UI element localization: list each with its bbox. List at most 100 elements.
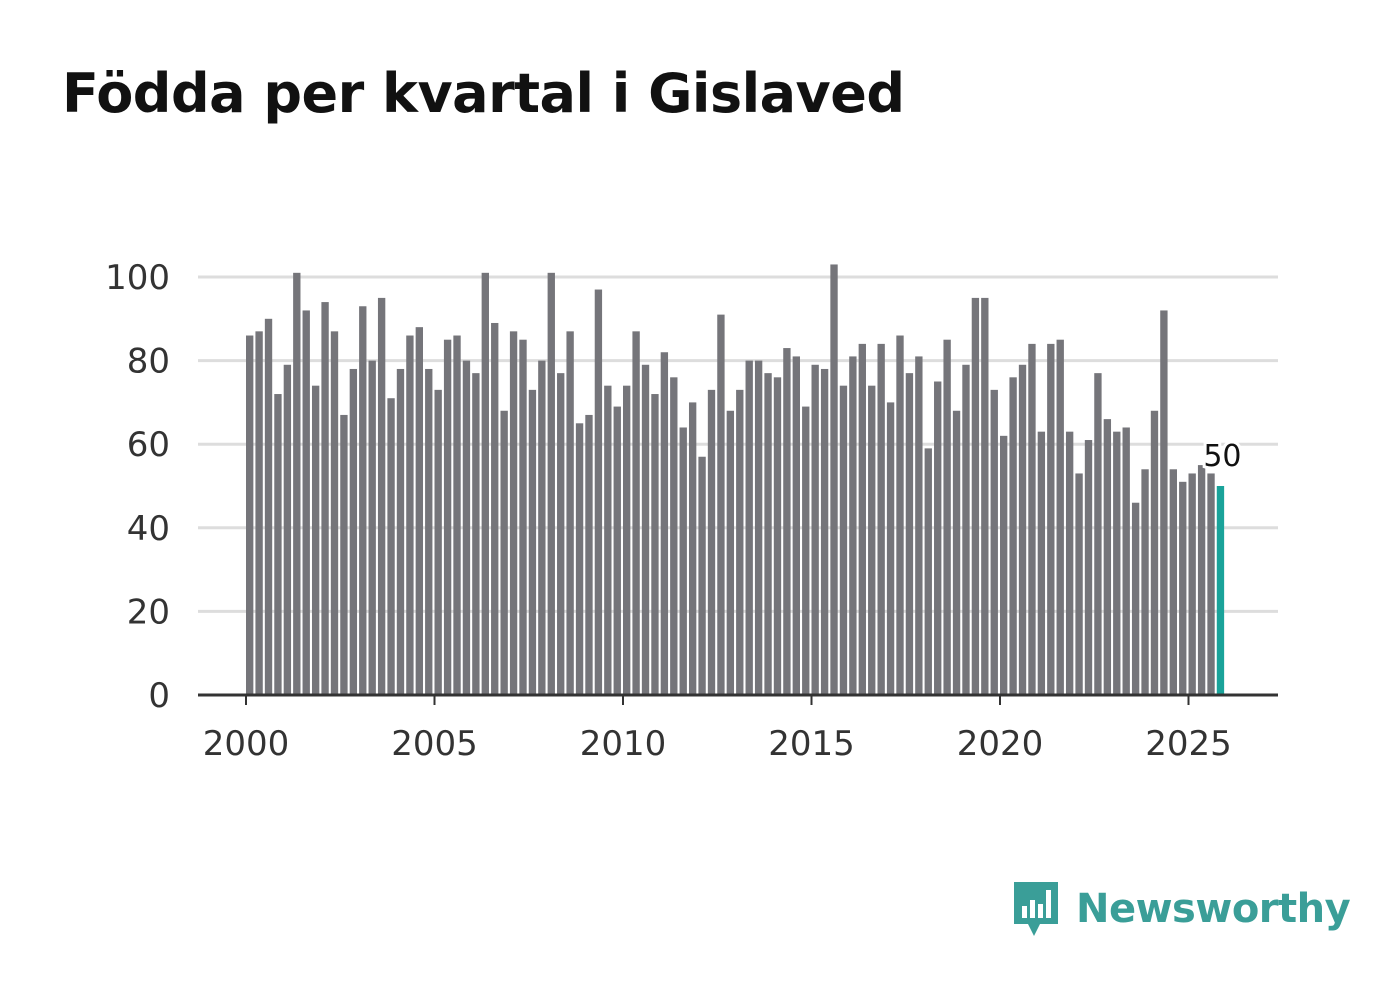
x-tick-label: 2020	[957, 724, 1044, 764]
bar	[613, 406, 621, 695]
data-label-latest: 50	[1203, 439, 1241, 474]
bar	[293, 272, 301, 695]
bar	[1103, 419, 1112, 695]
bar	[886, 402, 895, 695]
bar	[754, 360, 763, 695]
bar	[264, 318, 273, 695]
bar	[1122, 427, 1130, 695]
bar	[406, 335, 414, 695]
bar	[340, 414, 348, 695]
bar	[698, 456, 706, 695]
bar	[1028, 343, 1036, 695]
bar	[566, 331, 574, 695]
bar	[952, 410, 961, 695]
bar	[604, 385, 612, 695]
bar	[783, 348, 791, 695]
bar	[283, 364, 292, 695]
bar	[1018, 364, 1027, 695]
bar	[688, 402, 697, 695]
bar	[660, 352, 669, 695]
bar	[830, 264, 838, 695]
bar	[811, 364, 819, 695]
x-tick-label: 2010	[580, 724, 667, 764]
y-tick-label: 80	[127, 342, 170, 382]
bar	[1037, 431, 1046, 695]
bar	[1000, 435, 1008, 695]
bar	[538, 360, 546, 695]
bar	[736, 389, 744, 695]
bar	[462, 360, 471, 695]
bar	[905, 373, 914, 695]
x-tick-label: 2015	[768, 724, 855, 764]
y-tick-label: 60	[127, 425, 170, 465]
bar	[971, 297, 980, 695]
bar	[1094, 373, 1102, 695]
bar	[1179, 481, 1187, 695]
y-tick-label: 40	[127, 509, 170, 549]
chart-title: Födda per kvartal i Gislaved	[62, 62, 905, 125]
x-tick-label: 2025	[1145, 724, 1232, 764]
bar	[839, 385, 848, 695]
bar	[246, 335, 254, 695]
bar	[745, 360, 753, 695]
bar	[1160, 310, 1168, 695]
bar	[528, 389, 537, 695]
bar	[443, 339, 452, 695]
bar	[349, 368, 358, 695]
bar	[877, 343, 885, 695]
bar	[547, 272, 555, 695]
brand-logo[interactable]: Newsworthy	[1010, 878, 1351, 940]
bar-latest	[1216, 486, 1225, 695]
bar	[1056, 339, 1064, 695]
bar	[1113, 431, 1121, 695]
bar	[915, 356, 923, 695]
bar	[377, 297, 386, 695]
x-tick-label: 2005	[391, 724, 478, 764]
tick-labels: 0 20 40 60 80 100 2000 2005 2010 2015 2020 2025 50	[105, 258, 1244, 764]
bar	[1084, 440, 1093, 695]
bar	[792, 356, 800, 695]
bar	[726, 410, 735, 695]
bar	[679, 427, 687, 695]
bar	[858, 343, 866, 695]
bar	[302, 310, 310, 695]
bar	[868, 385, 876, 695]
bar	[491, 322, 499, 695]
bar	[575, 423, 584, 695]
bar	[425, 368, 433, 695]
axes	[198, 693, 1278, 705]
bar	[1169, 469, 1177, 695]
bar	[623, 385, 631, 695]
bar	[717, 314, 725, 695]
bar	[802, 406, 810, 695]
bar	[1065, 431, 1074, 695]
x-tick-label: 2000	[203, 724, 290, 764]
bar	[481, 272, 489, 695]
bar	[453, 335, 461, 695]
bar	[1141, 469, 1149, 695]
bar	[641, 364, 650, 695]
bar	[943, 339, 951, 695]
bar	[820, 368, 829, 695]
bar	[509, 331, 518, 695]
bar	[311, 385, 320, 695]
bar	[396, 368, 405, 695]
bar	[1075, 473, 1083, 695]
bar	[255, 331, 263, 695]
y-tick-label: 100	[105, 258, 170, 298]
bar	[330, 331, 339, 695]
bar	[670, 377, 678, 695]
bar	[981, 297, 989, 695]
bar	[557, 373, 565, 695]
y-tick-label: 0	[148, 676, 170, 716]
bar	[1047, 343, 1055, 695]
bar	[773, 377, 782, 695]
bar	[368, 360, 376, 695]
bars	[246, 264, 1225, 695]
bar	[1131, 502, 1140, 695]
bar	[387, 398, 395, 695]
bar	[415, 327, 423, 695]
bar	[1188, 473, 1196, 695]
bar	[434, 389, 442, 695]
bar	[990, 389, 998, 695]
